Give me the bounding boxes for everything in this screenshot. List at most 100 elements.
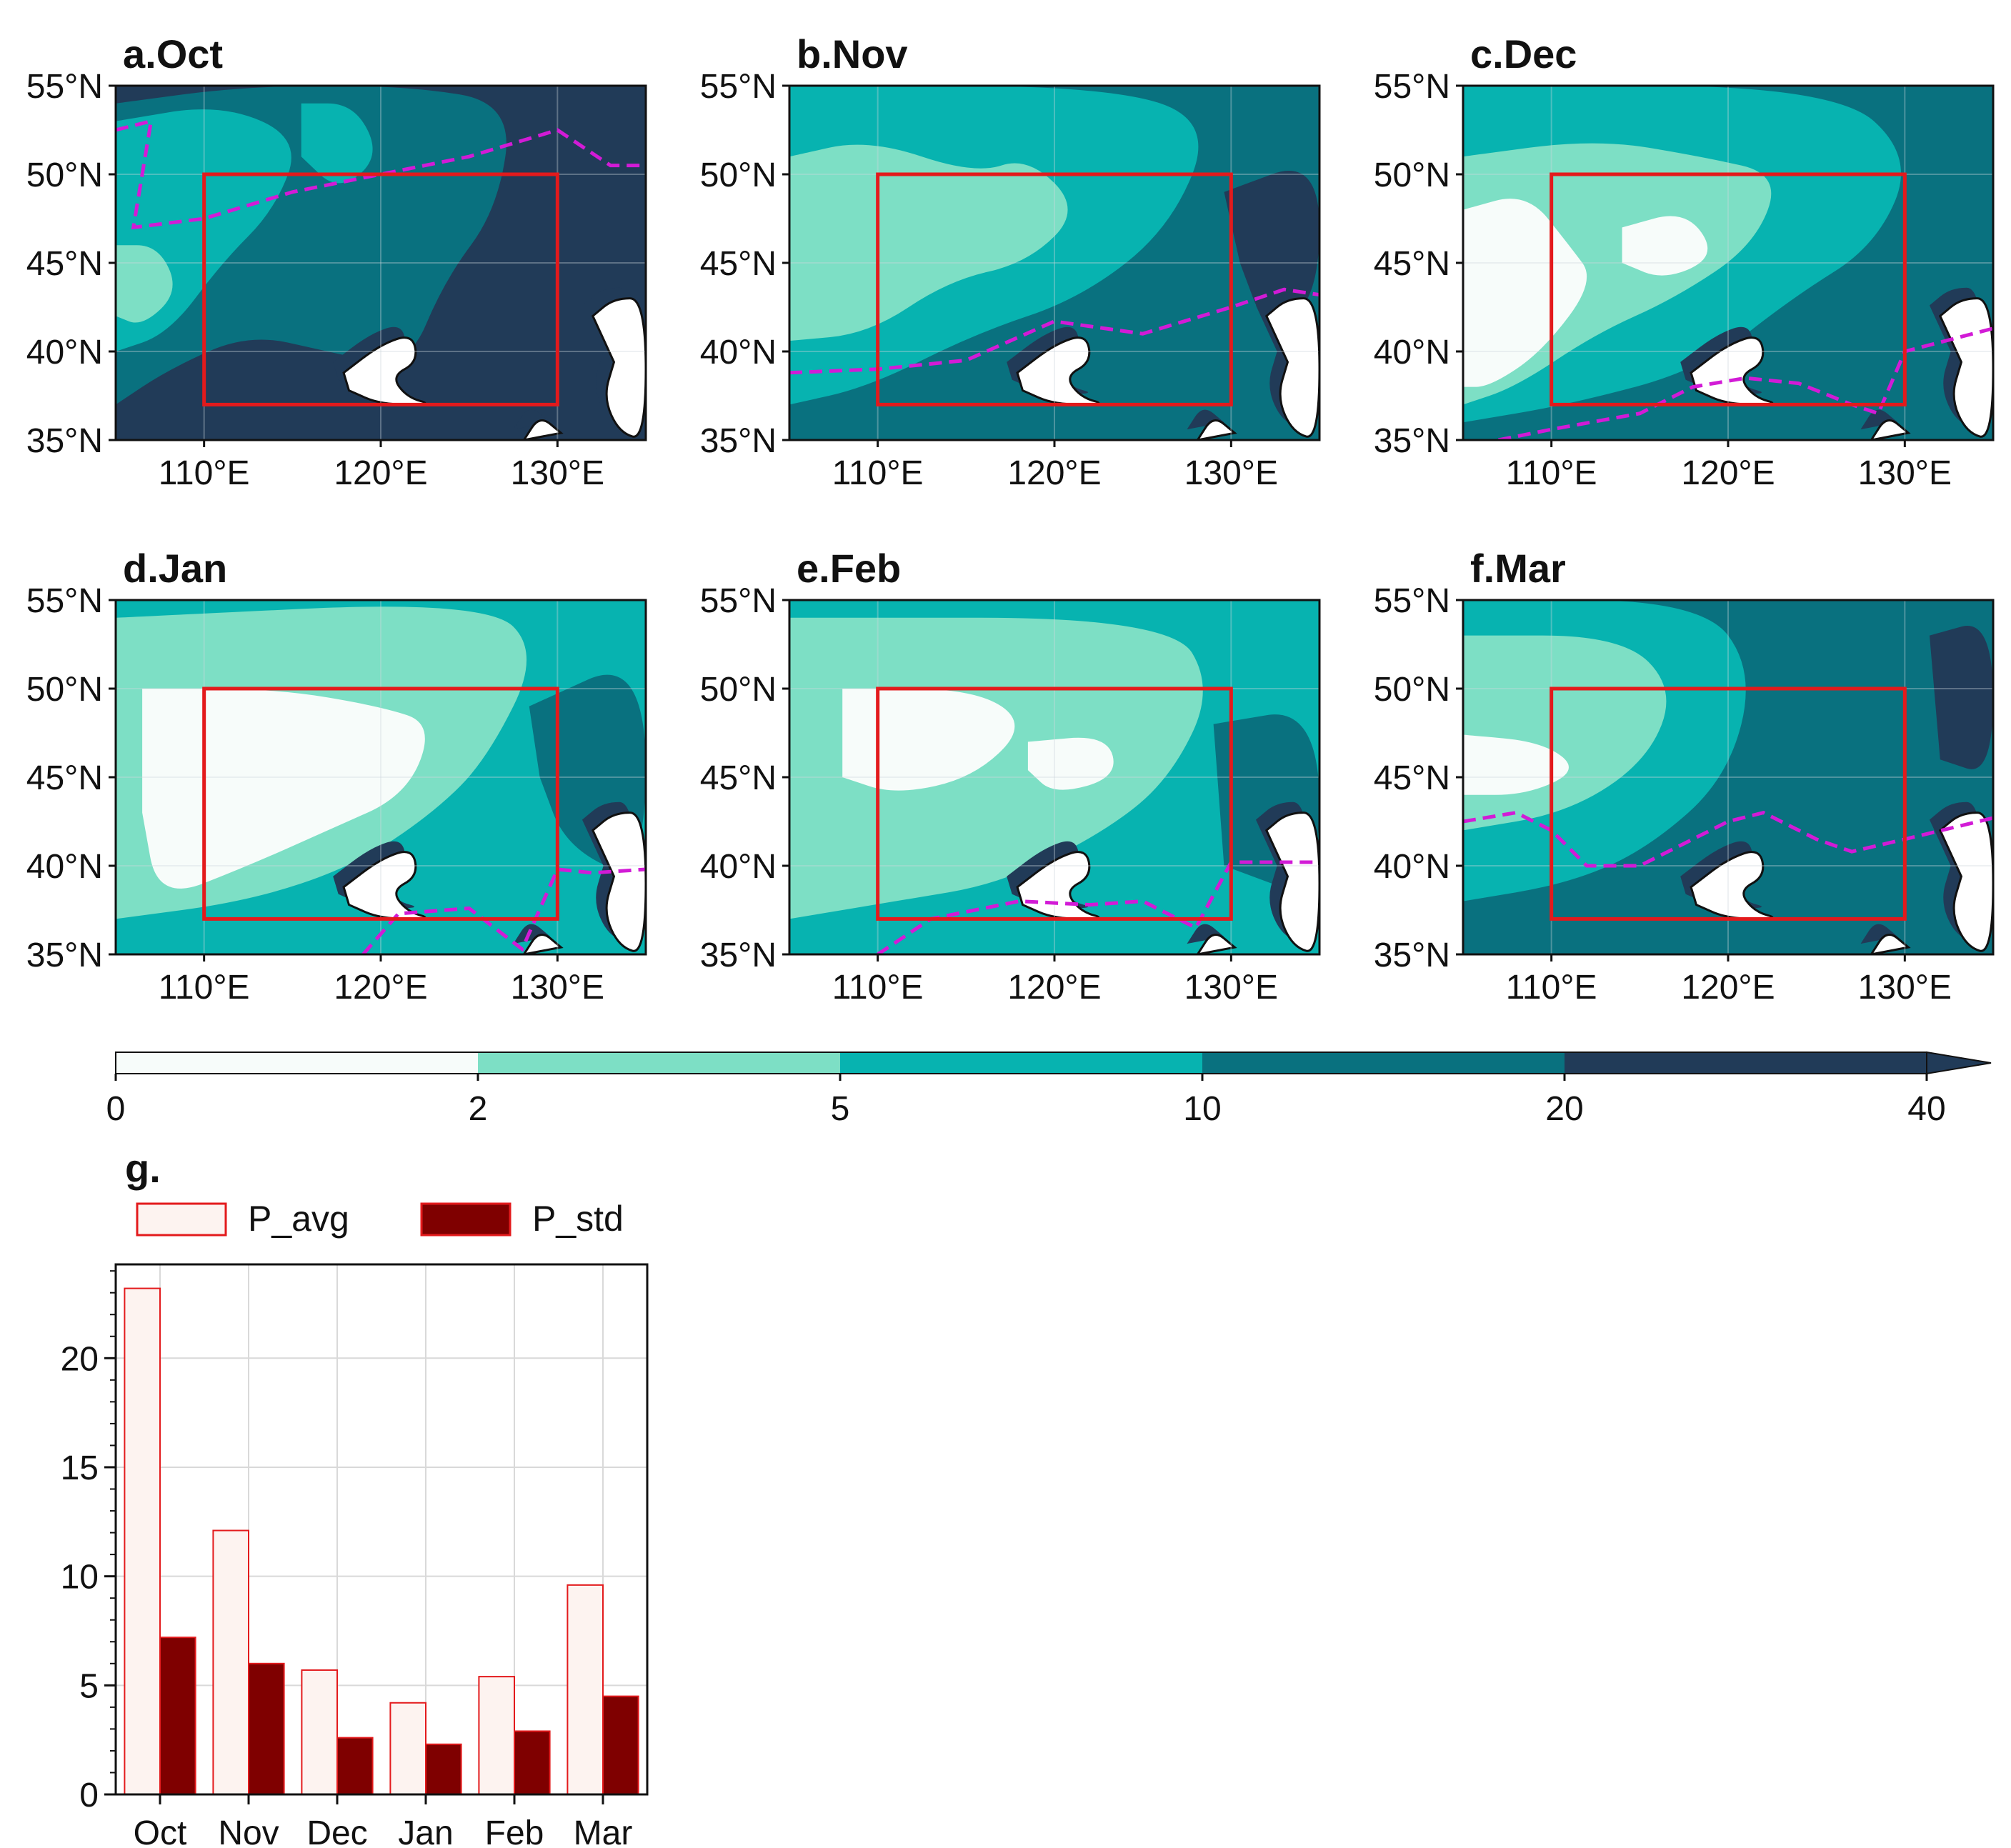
zero-contour-line [361,867,646,954]
coastal-band [513,409,551,430]
map-panel-e: e.Feb 55°N 50°N 45°N 40°N 35°N 110°E 120°E 130°E [700,546,1321,1007]
coastal-band [1187,924,1224,944]
lat-tick-label: 55°N [700,68,777,106]
study-region-box [876,686,1233,921]
sea-area [522,419,564,440]
zero-contour-line [877,860,1319,954]
map-field-c [1463,86,1993,440]
study-region-box [1550,686,1907,921]
study-region-box [876,172,1233,406]
lat-tick-label: 45°N [1374,245,1450,283]
lon-tick-label: 130°E [511,454,604,492]
map-panels: a.Oct 55°N 50°N 45°N 40°N 35°N 110°E 120°E 130°E… [26,31,1995,1007]
colorbar-segment [1565,1052,1927,1074]
study-region-box [1550,172,1907,406]
coastal-band [1187,409,1224,430]
bar-p-std-feb [514,1730,551,1795]
panel-title: d.Jan [123,546,227,591]
lat-tick-label: 55°N [26,582,103,620]
map-contour-fill [1027,737,1114,790]
map-panel-d: d.Jan 55°N 50°N 45°N 40°N 35°N 110°E 120°E 130°E [26,546,647,1007]
map-contour-fill [1929,625,1993,769]
map-contour-fill [842,689,1015,791]
map-contour-fill [1463,199,1587,387]
legend-label: P_std [532,1199,624,1239]
lat-tick-label: 45°N [1374,759,1450,797]
sea-area [1870,934,1911,954]
lat-tick-label: 35°N [1374,937,1450,974]
zero-contour-line [789,287,1319,375]
lon-tick-label: 110°E [159,454,250,492]
x-tick-label: Oct [134,1814,187,1848]
lat-tick-label: 45°N [26,759,103,797]
lon-tick-label: 110°E [159,969,250,1007]
bar-p-avg-feb [478,1676,516,1795]
legend-swatch-p-avg [136,1202,227,1237]
colorbar-segment [116,1052,478,1074]
colorbar: 0 2 5 10 20 40 [106,1051,1992,1128]
colorbar-tick-label: 0 [106,1090,126,1128]
x-tick-label: Nov [218,1814,279,1848]
bar-p-avg-oct [124,1287,161,1795]
lat-tick-label: 50°N [26,156,103,194]
colorbar-tick-label: 2 [469,1090,488,1128]
map-panel-b: b.Nov 55°N 50°N 45°N 40°N 35°N 110°E 120°E 130°E [700,31,1321,492]
colorbar-extend-arrow [1926,1051,1992,1075]
panel-title: c.Dec [1470,31,1577,76]
lat-tick-label: 40°N [700,848,777,886]
y-tick-label: 20 [61,1340,99,1378]
map-field-d [116,600,646,954]
bar-chart-g: g. P_avg P_std 0 5 10 15 20 Oct Nov Dec Jan Feb Mar [61,1146,649,1848]
lat-tick-label: 50°N [700,156,777,194]
map-contour-fill [789,144,1068,341]
y-tick-label: 5 [79,1667,99,1705]
coastal-band [1860,409,1898,430]
lon-tick-label: 130°E [1184,969,1278,1007]
bar-p-avg-jan [389,1702,427,1796]
colorbar-segment [840,1052,1202,1074]
panel-title: a.Oct [123,31,223,76]
map-contour-fill [301,103,373,184]
y-tick-label: 10 [61,1559,99,1597]
colorbar-tick-label: 5 [831,1090,850,1128]
legend-swatch-p-std [420,1202,512,1237]
y-tick-label: 15 [61,1449,99,1487]
chart-title: g. [125,1146,161,1191]
x-tick-label: Jan [398,1814,453,1848]
lon-tick-label: 130°E [511,969,604,1007]
lat-tick-label: 40°N [26,334,103,371]
panel-title: b.Nov [797,31,908,76]
lat-tick-label: 40°N [1374,334,1450,371]
lon-tick-label: 120°E [1007,969,1101,1007]
lon-tick-label: 130°E [1184,454,1278,492]
x-tick-label: Feb [485,1814,544,1848]
zero-contour-line [1463,810,1993,868]
x-tick-label: Mar [574,1814,633,1848]
lon-tick-label: 110°E [1506,969,1597,1007]
sea-area [1196,419,1237,440]
bar-p-avg-mar [567,1584,604,1796]
map-panel-f: f.Mar 55°N 50°N 45°N 40°N 35°N 110°E 120°E 130°E [1374,546,1995,1007]
y-tick-label: 0 [79,1777,99,1814]
lon-tick-label: 130°E [1858,454,1952,492]
x-tick-label: Dec [306,1814,367,1848]
panel-title: e.Feb [797,546,901,591]
bar-p-avg-dec [301,1669,338,1796]
lat-tick-label: 55°N [1374,582,1450,620]
map-contour-fill [1622,216,1708,276]
lat-tick-label: 45°N [700,245,777,283]
lon-tick-label: 110°E [832,969,924,1007]
colorbar-segment [1202,1052,1565,1074]
coastal-band [1860,924,1898,944]
map-contour-fill [142,689,425,889]
coastal-band [513,924,551,944]
bar-p-std-mar [602,1695,639,1795]
lat-tick-label: 40°N [1374,848,1450,886]
colorbar-tick-label: 10 [1183,1090,1221,1128]
colorbar-frame [115,1052,1927,1074]
bar-p-std-jan [425,1743,462,1795]
lat-tick-label: 40°N [700,334,777,371]
map-field-e [789,600,1319,954]
lat-tick-label: 45°N [26,245,103,283]
map-contour-fill [1224,171,1319,322]
